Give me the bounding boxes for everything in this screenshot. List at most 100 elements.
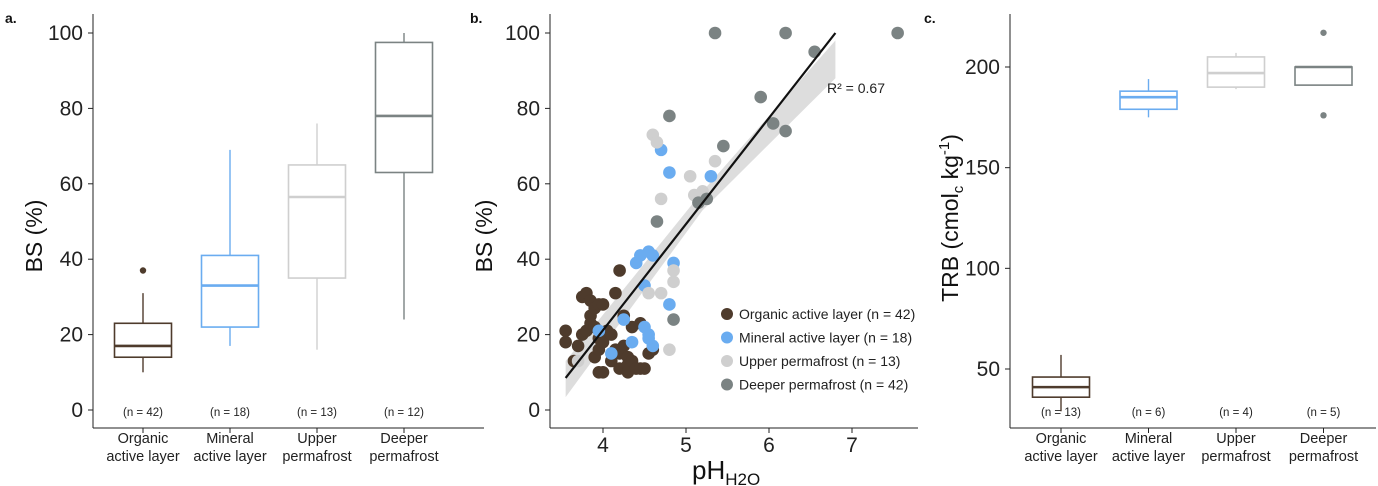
scatter-point-2-4 xyxy=(654,286,668,300)
legend-swatch-2 xyxy=(721,355,733,367)
category-label-line-0: Deeper xyxy=(1300,431,1348,447)
category-label-line-0: Organic xyxy=(1036,431,1087,447)
y-tick-label-100: 100 xyxy=(965,257,1000,280)
panel-a-label: a. xyxy=(5,10,17,26)
n-label: (n = 6) xyxy=(1132,407,1166,419)
box-iqr xyxy=(200,254,260,328)
scatter-point-1-16 xyxy=(704,169,718,183)
confidence-band xyxy=(565,40,836,398)
category-label-line-1: permafrost xyxy=(369,449,438,465)
category-label-line-1: permafrost xyxy=(282,449,351,465)
legend-label-3: Deeper permafrost (n = 42) xyxy=(739,377,908,393)
panel-c-boxes: (n = 13) Organic active layer (n = 6) Minera… xyxy=(1024,29,1358,465)
category-label-line-0: Deeper xyxy=(380,431,428,447)
scatter-point-1-2 xyxy=(617,313,631,326)
scatter-point-1-1 xyxy=(605,347,618,360)
panel-b-label: b. xyxy=(470,10,482,26)
category-label-line-0: Mineral xyxy=(206,431,254,447)
panel-b-y-axis-title: BS (%) xyxy=(471,200,497,273)
outlier-point-0 xyxy=(139,267,147,274)
scatter-point-1-0 xyxy=(592,324,606,338)
scatter-point-1-3 xyxy=(625,335,639,349)
scatter-point-2-9 xyxy=(683,169,697,183)
scatter-point-3-9 xyxy=(779,124,792,138)
series-2-points xyxy=(571,128,722,368)
box-3: (n = 12) Deeper permafrost xyxy=(369,33,439,465)
box-1: (n = 18) Mineral active layer xyxy=(193,149,267,465)
scatter-point-3-11 xyxy=(808,45,821,59)
scatter-point-2-6 xyxy=(663,343,676,356)
category-label-line-0: Upper xyxy=(1216,431,1256,447)
scatter-point-0-3 xyxy=(571,339,585,353)
panel-b-y-ticks: 0 20 40 60 80 100 xyxy=(505,22,550,422)
panel-b-x-axis-title-main: pH xyxy=(692,455,725,485)
scatter-point-0-19 xyxy=(596,335,610,349)
category-label-line-1: active layer xyxy=(1024,449,1098,465)
panel-c-y-axis-title-main: TRB (cmol xyxy=(937,193,963,302)
category-label-line-0: Upper xyxy=(297,431,337,447)
scatter-point-2-7 xyxy=(667,264,680,277)
x-tick-label-5: 5 xyxy=(680,434,692,457)
y-tick-label-20: 20 xyxy=(60,324,83,347)
box-iqr xyxy=(1119,90,1178,111)
y-tick-label-0: 0 xyxy=(71,399,83,422)
category-label-line-1: active layer xyxy=(1112,449,1186,465)
box-iqr xyxy=(113,322,173,359)
outlier-point-1 xyxy=(1320,29,1327,36)
scatter-point-3-8 xyxy=(766,117,780,130)
panel-b-legend: Organic active layer (n = 42) Mineral act… xyxy=(714,299,918,397)
scatter-point-0-26 xyxy=(613,264,626,277)
scatter-point-0-24 xyxy=(609,286,622,300)
category-label-line-0: Mineral xyxy=(1125,431,1173,447)
regression-line xyxy=(564,32,837,379)
scatter-point-3-10 xyxy=(779,26,792,40)
box-2: (n = 13) Upper permafrost xyxy=(282,123,352,465)
y-tick-label-20: 20 xyxy=(517,324,540,347)
category-label-line-0: Organic xyxy=(118,431,169,447)
scatter-point-0-38 xyxy=(638,362,651,375)
y-tick-label-40: 40 xyxy=(60,248,83,271)
y-tick-label-200: 200 xyxy=(965,56,1000,79)
category-label-line-1: permafrost xyxy=(1201,449,1270,465)
panel-b-scatter: b. BS (%) 0 20 40 60 80 100 4 5 6 7 R² = 0.67 pH… xyxy=(470,10,918,486)
panel-c-y-axis-title-sub: c xyxy=(950,185,967,193)
y-tick-label-100: 100 xyxy=(505,22,540,45)
panel-b-x-ticks: 4 5 6 7 xyxy=(597,428,858,457)
y-tick-label-60: 60 xyxy=(60,173,83,196)
scatter-point-2-12 xyxy=(708,154,722,168)
panel-a-y-axis-title: BS (%) xyxy=(21,200,47,273)
box-0: (n = 42) Organic active layer xyxy=(106,267,180,465)
scatter-point-0-0 xyxy=(559,324,572,338)
legend-swatch-0 xyxy=(721,308,733,320)
n-label: (n = 12) xyxy=(384,407,424,419)
category-label-line-1: active layer xyxy=(193,449,267,465)
panel-b-confidence-band xyxy=(565,40,836,398)
y-tick-label-40: 40 xyxy=(517,248,540,271)
panel-b-x-axis-title-sub: H2O xyxy=(725,470,760,486)
scatter-point-1-15 xyxy=(663,166,676,179)
scatter-point-3-6 xyxy=(717,139,730,153)
x-tick-label-4: 4 xyxy=(597,434,609,457)
panel-c-y-axis-title-sup: -1 xyxy=(936,142,953,155)
x-tick-label-7: 7 xyxy=(846,434,858,457)
panel-a-boxes: (n = 42) Organic active layer (n = 18) Miner… xyxy=(106,33,439,465)
panel-a-boxplot: a. BS (%) 0 20 40 60 80 100 (n = 42) Organic ac… xyxy=(5,10,484,465)
panel-b-r-squared: R² = 0.67 xyxy=(827,80,885,96)
n-label: (n = 13) xyxy=(297,407,337,419)
scatter-point-2-8 xyxy=(667,275,680,289)
scatter-point-0-1 xyxy=(559,335,572,349)
box-2: (n = 4) Upper permafrost xyxy=(1201,52,1271,465)
box-0: (n = 13) Organic active layer xyxy=(1024,354,1098,465)
panel-b-x-axis-title: pHH2O xyxy=(692,455,760,486)
y-tick-label-80: 80 xyxy=(60,97,83,120)
box-iqr xyxy=(1294,66,1353,86)
scatter-point-2-5 xyxy=(654,192,668,206)
outlier-point-0 xyxy=(1320,112,1327,119)
legend-background xyxy=(714,299,918,397)
legend-label-1: Mineral active layer (n = 18) xyxy=(739,330,912,346)
y-tick-label-100: 100 xyxy=(48,22,83,45)
panel-c-y-axis-title: TRB (cmolc kg-1) xyxy=(936,134,967,302)
scatter-point-1-17 xyxy=(642,332,655,345)
scatter-point-3-5 xyxy=(708,26,722,40)
scatter-point-0-18 xyxy=(596,366,610,379)
